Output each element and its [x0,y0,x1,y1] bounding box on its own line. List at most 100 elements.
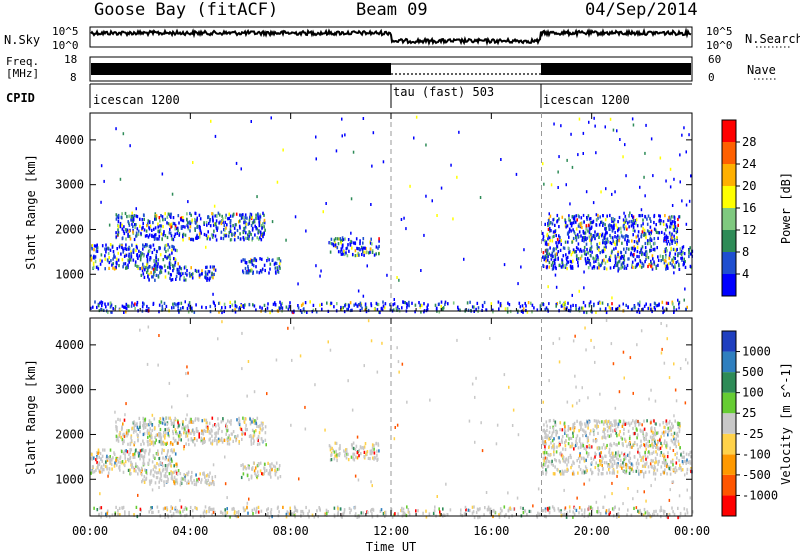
power-sparse-echoes [98,115,693,314]
vel-colorbar-tick-label: -500 [742,468,771,482]
vel-echo-region [93,505,694,520]
power-colorbar-segment [722,252,736,274]
power-colorbar-segment [722,164,736,186]
xtick-label: 00:00 [72,524,108,538]
vel-colorbar-segment [722,433,736,455]
power-echo-region [542,245,694,271]
nsky-tick-bottom: 10^0 [52,39,79,52]
vel-echo-region [115,416,267,447]
vel-colorbar-segment [722,351,736,373]
nsearch-tick-bottom: 10^0 [706,39,733,52]
vel-echo-region [240,461,282,480]
vel-ytick-label: 4000 [55,338,84,352]
axes-layer: 1000 2000 3000 4000 Slant Range [km] 4 8 12 16 20… [24,112,793,554]
power-echo-region [542,213,681,247]
power-echo-region [140,265,217,282]
cpid-label: CPID [6,91,35,105]
station-title: Goose Bay (fitACF) [94,0,279,20]
vel-colorbar-segment [722,392,736,414]
power-echo-region [240,256,282,275]
vel-colorbar-tick-label: 25 [742,406,756,420]
freq-panel [89,56,693,82]
vel-colorbar-tick-label: 1000 [742,345,771,359]
nave-label: Nave [747,63,776,77]
vel-ylabel: Slant Range [km] [24,359,38,475]
power-ytick-label: 1000 [55,267,84,281]
date-title: 04/Sep/2014 [585,0,698,20]
xtick-label: 08:00 [273,524,309,538]
xtick-label: 20:00 [574,524,610,538]
power-ytick-label: 3000 [55,178,84,192]
freq-tick-bottom: 8 [70,71,77,84]
nave-tick-top: 60 [708,53,722,66]
nsearch-label: N.Search [745,32,800,46]
power-colorbar: 4 8 12 16 20 24 28 Power [dB] [721,119,793,297]
power-colorbar-segment [722,186,736,208]
power-colorbar-segment [722,230,736,252]
power-colorbar-tick-label: 4 [742,267,749,281]
freq-label-line1: Freq. [6,55,40,68]
vel-colorbar-segment [722,372,736,393]
cpid-segment-2: tau (fast) 503 [393,85,495,99]
velocity-panel [90,319,694,520]
nsky-label: N.Sky [4,33,41,47]
vel-sparse-echoes [99,319,691,519]
power-ytick-label: 2000 [55,222,84,236]
vel-colorbar-tick-label: 500 [742,365,764,379]
power-colorbar-tick-label: 12 [742,223,756,237]
vel-colorbar-segment [722,454,736,475]
vel-echo-region [541,418,681,452]
power-echo-region [90,243,179,271]
power-colorbar-tick-label: 24 [742,157,756,171]
vel-ytick-label: 2000 [55,427,84,441]
xtick-label: 04:00 [172,524,208,538]
power-colorbar-label: Power [dB] [779,172,793,244]
vel-colorbar-segment [722,495,736,516]
xaxis-title: Time UT [366,540,417,554]
power-ylabel: Slant Range [km] [24,154,38,270]
power-echo-region [328,236,380,258]
vel-colorbar-segment [722,413,736,434]
nsky-panel [89,26,693,48]
power-colorbar-tick-label: 20 [742,179,756,193]
power-colorbar-segment [722,208,736,230]
nsky-tick-top: 10^5 [52,25,79,38]
power-colorbar-tick-label: 8 [742,245,749,259]
power-echo-region [90,300,688,315]
vel-colorbar-frame [721,330,737,517]
vel-echo-region [140,470,217,487]
vel-echo-region [541,450,693,476]
vel-colorbar-segment [722,474,736,496]
cpid-segment-3: icescan 1200 [543,93,630,107]
nsearch-tick-top: 10^5 [706,25,733,38]
vel-colorbar-label: Velocity [m s^-1] [779,362,793,485]
power-colorbar-segment [722,274,736,296]
vel-echo-region [90,448,180,476]
xtick-label: 00:00 [674,524,710,538]
vel-colorbar-tick-label: 100 [742,386,764,400]
power-colorbar-segment [722,120,736,142]
vel-colorbar-tick-label: -100 [742,447,771,461]
nave-tick-bottom: 0 [708,71,715,84]
vel-colorbar-segment [722,331,736,352]
vel-ytick-label: 3000 [55,383,84,397]
power-echo-region [115,211,266,242]
xtick-label: 12:00 [373,524,409,538]
vel-echo-region [328,441,380,463]
vel-colorbar-tick-label: -25 [742,427,764,441]
vel-colorbar-tick-label: -1000 [742,488,778,502]
power-colorbar-tick-label: 28 [742,135,756,149]
beam-title: Beam 09 [356,0,428,20]
cpid-segment-1: icescan 1200 [93,93,180,107]
power-ytick-label: 4000 [55,133,84,147]
power-colorbar-tick-label: 16 [742,201,756,215]
freq-label-line2: [MHz] [6,67,40,80]
power-colorbar-segment [722,142,736,164]
power-panel [90,115,694,315]
cpid-panel [89,83,692,108]
xtick-label: 16:00 [473,524,509,538]
freq-tick-top: 18 [64,53,78,66]
vel-ytick-label: 1000 [55,472,84,486]
